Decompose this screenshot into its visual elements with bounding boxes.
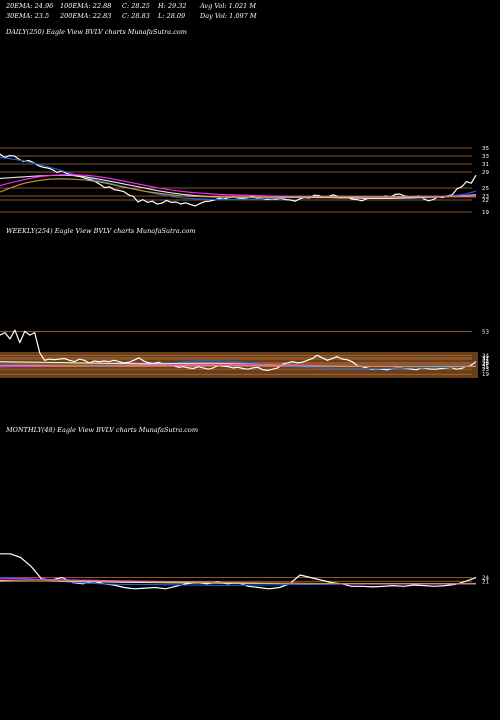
weekly-tick-label: 31 <box>482 357 489 363</box>
stat-low: L: 28.09 <box>158 12 186 20</box>
stat-close: C: 28.83 <box>122 12 150 20</box>
monthly-ema-long-line <box>0 580 476 585</box>
weekly-panel-title: WEEKLY(254) Eagle View BVLV charts Munaf… <box>6 227 196 235</box>
weekly-tick-label: 27 <box>482 362 489 368</box>
daily-tick-label: 31 <box>482 162 489 168</box>
stat-ema100: 100EMA: 22.88 <box>60 2 112 10</box>
daily-tick-label: 33 <box>482 154 489 160</box>
stat-ema20: 20EMA: 24.96 <box>6 2 54 10</box>
daily-tick-label: 19 <box>482 210 489 216</box>
monthly-tick-label: 21 <box>482 579 489 585</box>
weekly-tick-label: 23 <box>482 367 489 373</box>
stat-high: H: 29.32 <box>158 2 187 10</box>
monthly-panel-title: MONTHLY(48) Eagle View BVLV charts Munaf… <box>6 426 198 434</box>
weekly-tick-label: 34 <box>482 353 489 359</box>
daily-tick-label: 22 <box>482 198 489 204</box>
weekly-tick-label: 25 <box>482 365 489 371</box>
stat-day-vol: Day Vol: 1.097 M <box>200 12 257 20</box>
daily-tick-label: 23 <box>482 194 489 200</box>
daily-panel-title: DAILY(250) Eagle View BVLV charts Munafa… <box>6 28 187 36</box>
daily-tick-label: 25 <box>482 186 489 192</box>
daily-ema-long-line <box>0 178 476 198</box>
monthly-tick-label: 24 <box>482 576 489 582</box>
weekly-ema-long-line <box>0 364 476 367</box>
stat-avg-vol: Avg Vol: 1.021 M <box>200 2 257 10</box>
stat-open: C: 28.25 <box>122 2 150 10</box>
daily-ema-mid-line <box>0 174 477 198</box>
weekly-tick-label: 19 <box>482 372 489 378</box>
stat-ema30: 30EMA: 23.5 <box>6 12 50 20</box>
daily-tick-label: 29 <box>482 170 489 176</box>
weekly-tick-label: 32 <box>482 356 489 362</box>
weekly-tick-label: 28 <box>482 361 489 367</box>
weekly-tick-label: 53 <box>482 329 489 335</box>
stat-ema200: 200EMA: 22.83 <box>60 12 112 20</box>
daily-tick-label: 35 <box>482 146 489 152</box>
